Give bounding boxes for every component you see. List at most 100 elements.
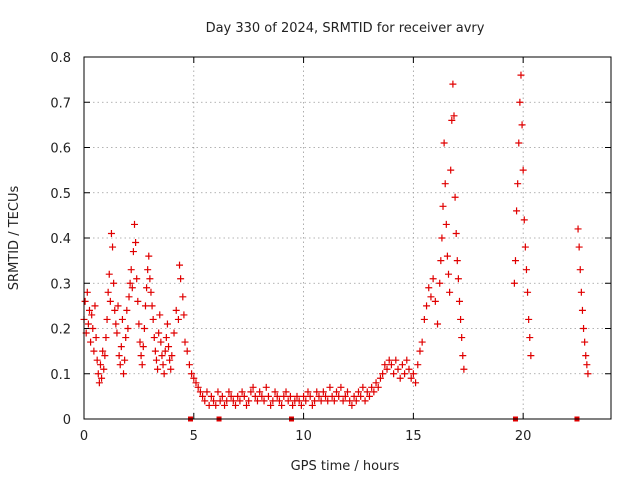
data-point [583,361,591,369]
data-point [94,370,102,378]
data-point [133,275,141,283]
data-point [123,306,131,314]
data-point [392,356,400,364]
data-point [124,325,132,332]
data-point [232,401,240,409]
data-point [113,329,121,337]
data-point [442,220,450,228]
data-point [99,347,107,355]
data-point [308,401,316,409]
data-point [203,388,211,396]
data-point [105,270,113,278]
data-point [165,343,173,351]
data-point [526,334,534,342]
data-point [90,347,98,355]
data-point [152,356,160,364]
data-point [319,388,327,396]
data-point [420,315,428,323]
data-point [121,356,129,364]
data-point [452,229,460,237]
data-point [150,334,158,342]
data-point [134,297,142,305]
data-point [403,356,411,364]
data-point [132,239,140,247]
data-point [282,388,290,396]
data-point [83,288,91,296]
data-point [425,284,433,292]
data-point [227,392,235,400]
data-point [434,320,442,328]
data-point [147,288,155,296]
data-point [115,352,123,360]
data-point [576,266,584,274]
data-point [518,121,526,129]
data-point [180,311,188,319]
data-point [521,243,529,251]
data-point [379,370,387,378]
data-point [578,306,586,314]
data-point [264,392,272,400]
data-point [328,392,336,400]
y-tick-label: 0.7 [50,96,71,111]
data-point [394,365,402,373]
data-point [161,347,169,355]
data-point [372,379,380,387]
data-point [146,275,154,283]
data-point [194,383,202,391]
data-point [271,388,279,396]
data-point [238,388,246,396]
data-point [116,361,124,369]
data-point [258,392,266,400]
data-point [381,361,389,369]
data-point [313,388,321,396]
data-point [383,365,391,373]
data-point [260,397,268,405]
data-point [289,401,297,409]
data-point [409,370,417,378]
data-point [455,297,463,305]
data-point [376,374,384,382]
data-point [188,370,196,378]
data-point [201,397,209,405]
data-point [418,338,426,346]
data-point [293,392,301,400]
data-point [460,365,468,373]
data-point [140,325,148,332]
data-point [451,193,459,201]
data-point [120,370,128,378]
data-point [574,225,582,233]
data-point [223,397,231,405]
data-point [439,202,447,210]
data-point [162,334,170,342]
data-point [577,288,585,296]
data-point [125,293,133,301]
data-point [278,401,286,409]
data-point [324,397,332,405]
data-point [225,388,233,396]
data-point [170,329,178,337]
y-tick-label: 0.6 [50,142,71,157]
data-point [575,243,583,251]
y-tick-label: 0.8 [50,51,71,66]
data-point [300,392,308,400]
data-point [286,392,294,400]
data-point [212,401,220,409]
data-point [103,315,111,323]
data-point [396,374,404,382]
data-point [245,397,253,405]
data-point [158,352,166,360]
data-point [256,388,264,396]
data-point [453,257,461,265]
data-point [352,397,360,405]
data-point [459,352,467,360]
data-point [580,325,588,332]
data-points [80,71,592,422]
data-point [145,252,153,260]
data-point [136,338,144,346]
data-point [93,356,101,364]
data-point [436,279,444,287]
data-point [525,315,533,323]
data-point [357,392,365,400]
data-point [249,383,257,391]
